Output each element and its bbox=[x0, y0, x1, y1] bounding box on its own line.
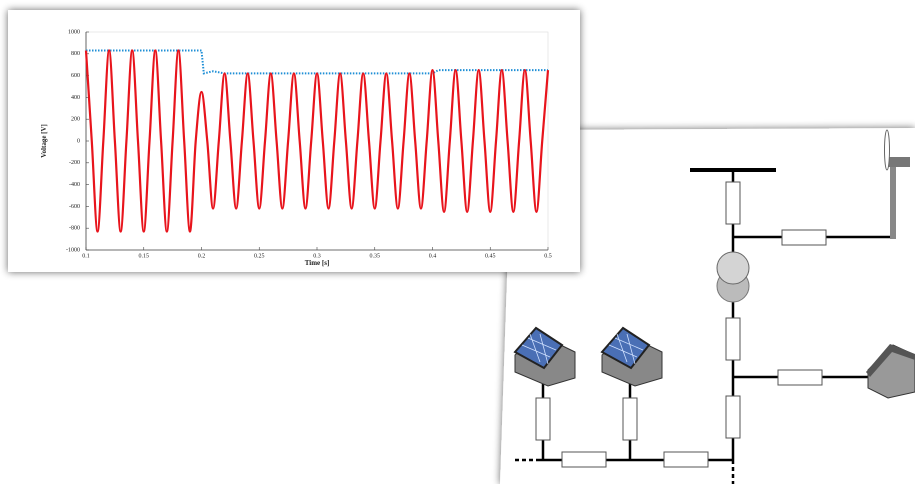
chart-background bbox=[8, 10, 580, 272]
y-tick-label: 1000 bbox=[68, 29, 80, 35]
y-tick-label: 600 bbox=[71, 73, 80, 79]
x-axis-label: Time [s] bbox=[305, 259, 330, 267]
x-tick-label: 0.3 bbox=[313, 253, 321, 259]
chart-panel: Voltage [V] Time [s] -1000 -800 -600 -400 -2… bbox=[8, 10, 580, 272]
y-tick-label: -800 bbox=[69, 226, 80, 232]
transformer bbox=[717, 252, 749, 302]
x-tick-label: 0.2 bbox=[198, 253, 206, 259]
x-tick-label: 0.5 bbox=[544, 253, 552, 259]
y-tick-label: -600 bbox=[69, 204, 80, 210]
y-tick-label: 200 bbox=[71, 117, 80, 123]
x-tick-label: 0.25 bbox=[254, 253, 265, 259]
y-tick-label: -200 bbox=[69, 160, 80, 166]
y-axis-label: Voltage [V] bbox=[40, 124, 48, 158]
y-tick-label: 0 bbox=[77, 138, 80, 144]
scene: Voltage [V] Time [s] -1000 -800 -600 -400 -2… bbox=[0, 0, 915, 484]
y-tick-label: 800 bbox=[71, 51, 80, 57]
y-tick-label: 400 bbox=[71, 95, 80, 101]
y-tick-label: -400 bbox=[69, 182, 80, 188]
y-tick-label: -1000 bbox=[66, 247, 80, 253]
x-tick-label: 0.4 bbox=[429, 253, 437, 259]
x-tick-label: 0.15 bbox=[139, 253, 150, 259]
x-tick-label: 0.35 bbox=[370, 253, 381, 259]
x-tick-label: 0.45 bbox=[485, 253, 496, 259]
x-tick-label: 0.1 bbox=[82, 253, 90, 259]
